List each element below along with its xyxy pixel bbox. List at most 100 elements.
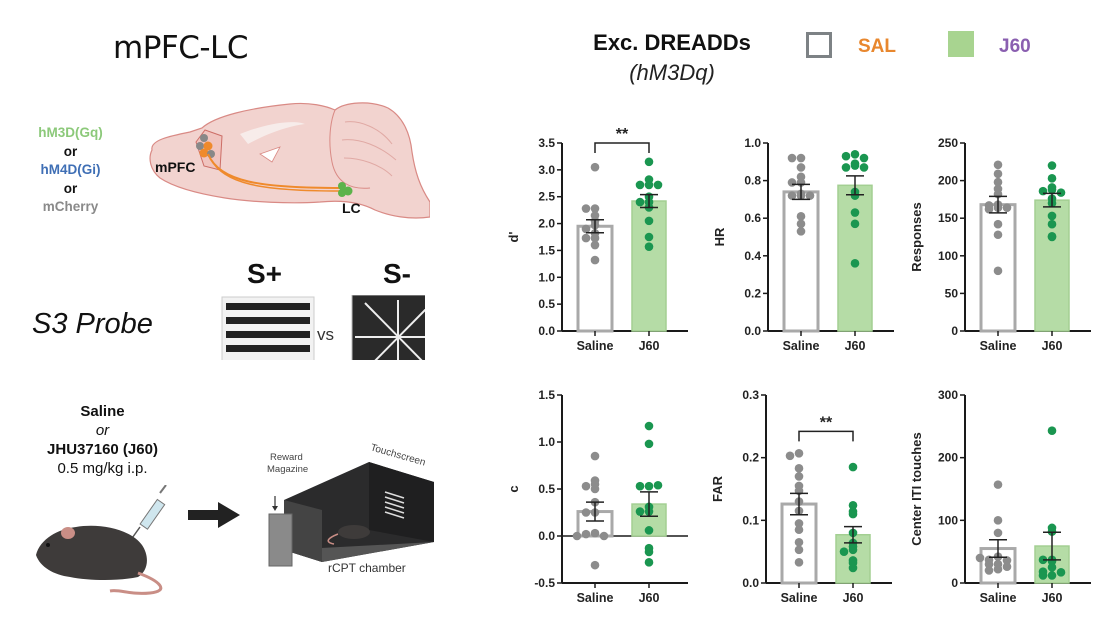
stimuli-illustration: vs [221,295,425,360]
lc-cell [338,182,346,190]
y-axis-label: Center ITI touches [909,432,924,545]
y-tick-label: 0.2 [742,451,759,465]
data-point-saline [993,230,1003,240]
y-tick-label: 1.0 [538,435,555,449]
data-point-j60 [644,421,654,431]
data-point-j60 [635,197,645,207]
data-point-saline [794,537,804,547]
data-point-saline [590,162,600,172]
data-point-saline [581,481,591,491]
bar-j60 [837,184,873,332]
data-point-j60 [1047,426,1057,436]
drug-j60: JHU37160 (J60) [47,441,158,458]
significance-label: ** [820,414,833,431]
mouse-eye [46,543,50,547]
brain-outline [149,102,430,219]
data-point-saline [796,227,806,236]
data-point-saline [984,566,994,575]
data-point-saline [993,480,1003,489]
data-point-saline [993,516,1003,525]
chamber-mouse-tail [327,533,339,545]
data-point-saline [572,531,582,541]
data-point-saline [787,191,797,200]
magazine-pointer-head [272,506,278,511]
arrow-right-icon [188,502,240,528]
data-point-j60 [653,180,663,190]
chart-panel-2: 0 50 100 150 200 250 Responses Saline J60 [909,136,1091,353]
y-tick-label: 1.5 [538,243,555,257]
y-tick-label: 0.1 [742,513,759,527]
y-tick-label: 200 [938,451,958,465]
drug-dose: 0.5 mg/kg i.p. [57,460,148,477]
data-point-j60 [635,481,645,491]
data-point-saline [796,219,806,229]
brain-illustration: mPFC LC [149,102,430,219]
y-tick-label: 0.5 [538,297,555,311]
data-point-j60 [850,259,860,268]
data-point-j60 [1047,571,1057,580]
cerebellum-border [329,109,371,189]
data-point-saline [794,448,804,458]
virus-or-1: or [63,143,78,159]
mouse-body [36,525,147,580]
data-point-j60 [859,163,869,172]
data-point-saline [590,451,600,461]
data-point-saline [805,191,815,200]
data-point-saline [794,464,804,473]
rcpt-chamber-illustration: Reward Magazine Touchscreen rCPT chamber [267,442,434,575]
data-point-j60 [635,507,645,516]
data-point-j60 [839,547,849,556]
data-point-saline [787,178,797,187]
y-tick-label: 200 [938,174,958,188]
data-point-saline [993,219,1003,229]
data-point-j60 [644,547,654,557]
data-point-j60 [644,558,654,567]
data-point-saline [796,163,806,172]
data-point-j60 [644,481,654,491]
chart-panel-1: 0.0 0.2 0.4 0.6 0.8 1.0 HR Saline J60 [712,136,894,353]
y-tick-label: 0.0 [538,324,555,338]
data-point-saline [590,233,600,243]
figure-title: mPFC-LC [113,30,248,66]
legend-label-sal: SAL [858,36,896,57]
x-tick-label: J60 [639,339,660,353]
mouse-ear [61,527,75,539]
y-tick-label: 2.5 [538,190,555,204]
data-point-saline [1002,556,1012,565]
y-tick-label: 0.5 [538,482,555,496]
x-tick-label: J60 [843,591,864,605]
x-tick-label: J60 [639,591,660,605]
y-tick-label: -0.5 [534,576,555,590]
cerebellum-folds [341,121,397,177]
y-tick-label: 0.6 [744,211,761,225]
y-tick-label: 150 [938,211,958,225]
data-point-saline [590,484,600,494]
data-point-j60 [850,191,860,200]
vs-label: vs [317,325,334,344]
chart-panel-0: 0.0 0.5 1.0 1.5 2.0 2.5 3.0 3.5 d' Saline J60 ** [506,126,688,353]
drug-description: Saline or JHU37160 (J60) 0.5 mg/kg i.p. [25,402,180,478]
data-point-j60 [644,157,654,167]
y-tick-label: 100 [938,249,958,263]
data-point-saline [581,204,591,213]
y-axis-label: d' [506,231,521,242]
x-tick-label: J60 [1042,591,1063,605]
data-point-saline [581,529,591,539]
data-point-saline [796,153,806,163]
probe-label: S3 Probe [32,308,153,340]
x-tick-label: Saline [783,339,820,353]
y-tick-label: 0 [951,324,958,338]
y-tick-label: 1.5 [538,388,555,402]
data-point-j60 [850,208,860,217]
chamber-mouse [338,525,370,539]
magazine-label-1: Reward [270,452,303,463]
virus-option-gq: hM3D(Gq) [38,125,103,140]
data-point-j60 [644,232,654,242]
legend-label-j60: J60 [999,36,1031,57]
mpfc-cell [203,141,213,151]
y-tick-label: 0.4 [744,249,761,263]
magazine-label-2: Magazine [267,464,308,475]
y-tick-label: 250 [938,136,958,150]
y-tick-label: 0.3 [742,388,759,402]
data-point-j60 [1038,186,1048,196]
